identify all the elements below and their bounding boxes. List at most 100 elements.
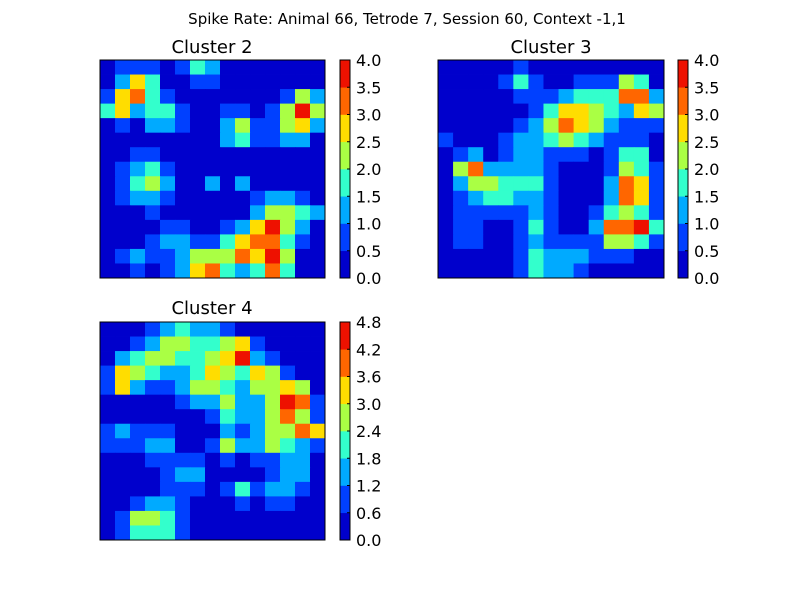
heatmap-cell	[115, 452, 131, 468]
heatmap-cell	[618, 176, 635, 192]
heatmap-cell	[295, 423, 311, 439]
heatmap-cell	[513, 74, 529, 90]
heatmap-cell	[310, 132, 326, 148]
heatmap-cell	[235, 205, 251, 221]
heatmap-cell	[438, 118, 454, 134]
heatmap-cell	[160, 481, 176, 497]
heatmap-cell	[438, 60, 454, 75]
heatmap-cell	[160, 190, 176, 206]
heatmap-cell	[558, 74, 574, 90]
heatmap-cell	[145, 525, 161, 541]
heatmap-cell	[235, 336, 251, 352]
heatmap-cell	[528, 161, 544, 177]
heatmap-cell	[190, 176, 206, 192]
heatmap-cell	[160, 467, 176, 483]
heatmap-cell	[648, 248, 665, 264]
heatmap-cell	[265, 219, 281, 235]
heatmap-cell	[205, 423, 221, 439]
heatmap-cell	[295, 176, 311, 192]
heatmap-cell	[115, 190, 131, 206]
heatmap-cell	[115, 219, 131, 235]
colorbar-segment	[340, 403, 350, 432]
heatmap-cell	[633, 132, 650, 148]
heatmap-cell	[190, 496, 206, 512]
heatmap-cell	[310, 351, 326, 366]
heatmap-cell	[310, 525, 326, 541]
heatmap-cell	[573, 89, 590, 104]
heatmap-cell	[310, 438, 326, 454]
heatmap-cell	[310, 394, 326, 410]
heatmap-cell	[235, 89, 251, 104]
colorbar-segment	[340, 512, 350, 541]
heatmap-cell	[528, 103, 544, 119]
heatmap-cell	[115, 248, 131, 264]
heatmap-cell	[160, 322, 176, 337]
heatmap-cell	[573, 176, 590, 192]
heatmap-cell	[528, 176, 544, 192]
heatmap-cell	[100, 365, 116, 381]
heatmap-cell	[220, 336, 236, 352]
heatmap-cell	[528, 205, 544, 221]
heatmap-cell	[528, 147, 544, 163]
heatmap-cell	[220, 74, 236, 90]
colorbar-tick-label: 4.2	[356, 340, 381, 359]
heatmap-cell	[160, 205, 176, 221]
colorbar-segment	[340, 485, 350, 514]
heatmap-cell	[603, 132, 620, 148]
heatmap-cell	[160, 423, 176, 439]
heatmap-cell	[235, 438, 251, 454]
heatmap-cell	[438, 248, 454, 264]
heatmap-cell	[310, 118, 326, 134]
heatmap-cell	[175, 176, 191, 192]
heatmap-cell	[588, 161, 605, 177]
heatmap-cell	[250, 351, 266, 366]
heatmap-cell	[280, 147, 296, 163]
heatmap-cell	[100, 147, 116, 163]
heatmap-cell	[145, 103, 161, 119]
heatmap-cell	[250, 336, 266, 352]
heatmap-cell	[100, 248, 116, 264]
heatmap-cell	[633, 219, 650, 235]
heatmap-cell	[220, 248, 236, 264]
colorbar-tick-label: 0.0	[694, 269, 719, 288]
heatmap-cell	[115, 176, 131, 192]
heatmap-cell	[603, 234, 620, 250]
heatmap-cell	[100, 510, 116, 526]
heatmap-cell	[190, 190, 206, 206]
colorbar-segment	[678, 87, 688, 115]
heatmap-cell	[295, 438, 311, 454]
heatmap-cell	[205, 510, 221, 526]
heatmap-cell	[220, 190, 236, 206]
heatmap-cell	[648, 147, 665, 163]
heatmap-cell	[543, 176, 559, 192]
heatmap-cell	[175, 263, 191, 279]
heatmap-cell	[310, 176, 326, 192]
heatmap-cell	[175, 89, 191, 104]
heatmap-cell	[250, 74, 266, 90]
heatmap-cell	[633, 205, 650, 221]
heatmap-cell	[543, 248, 559, 264]
heatmap-cell	[190, 118, 206, 134]
heatmap-cell	[573, 60, 590, 75]
heatmap-cell	[588, 147, 605, 163]
heatmap-cell	[265, 481, 281, 497]
heatmap-cell	[618, 89, 635, 104]
heatmap-cell	[265, 74, 281, 90]
heatmap-cell	[160, 394, 176, 410]
heatmap-cell	[220, 118, 236, 134]
heatmap-cell	[528, 74, 544, 90]
heatmap-cell	[205, 103, 221, 119]
heatmap-cell	[190, 365, 206, 381]
plot-frame	[99, 59, 326, 279]
heatmap-cell	[250, 423, 266, 439]
heatmap-cell	[160, 60, 176, 75]
heatmap-cell	[453, 205, 469, 221]
heatmap-cell	[265, 205, 281, 221]
heatmap-cells	[100, 60, 326, 279]
heatmap-cell	[603, 103, 620, 119]
heatmap-cell	[310, 103, 326, 119]
heatmap-cell	[558, 234, 574, 250]
heatmap-cell	[528, 234, 544, 250]
heatmap-cell	[175, 336, 191, 352]
heatmap-cell	[295, 510, 311, 526]
